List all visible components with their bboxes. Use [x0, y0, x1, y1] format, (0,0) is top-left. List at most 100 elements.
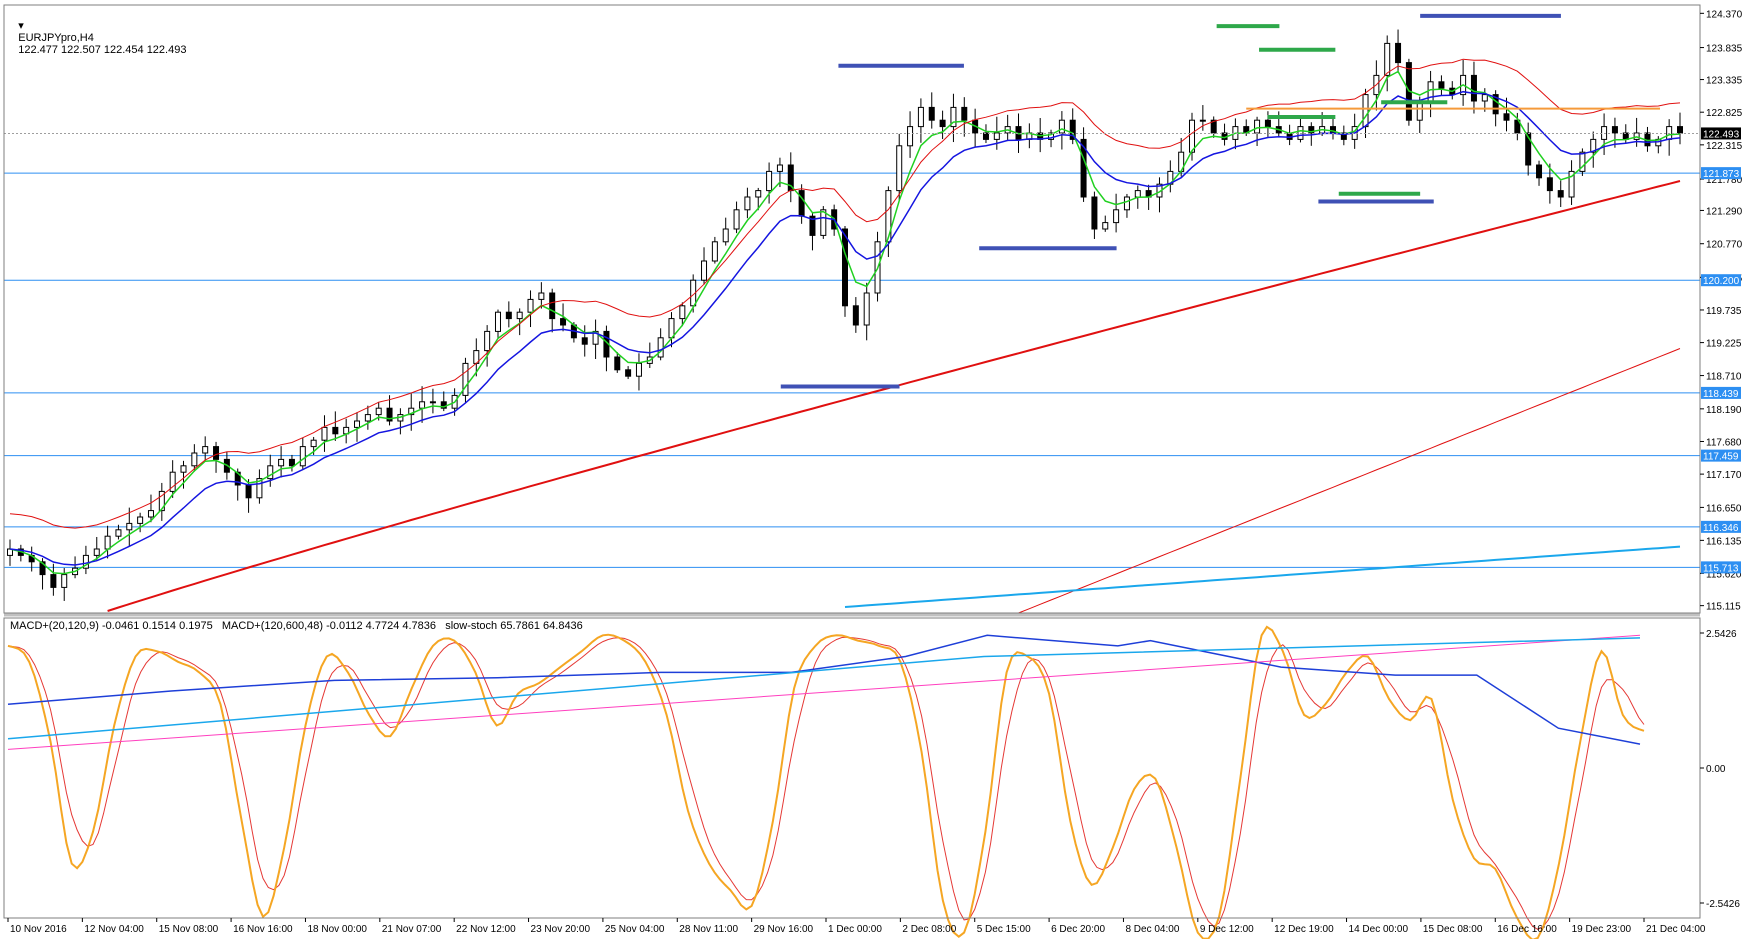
candle-body — [1492, 94, 1499, 115]
candle-body — [169, 471, 176, 492]
price-tick-label: 119.735 — [1706, 306, 1742, 317]
candle-body — [278, 458, 285, 467]
level-label-bg — [1701, 561, 1741, 574]
candle-body — [82, 554, 89, 569]
candle-body — [332, 426, 339, 435]
price-tick-label: 123.835 — [1706, 44, 1743, 55]
candle-body — [50, 574, 57, 588]
level-label: 115.713 — [1703, 563, 1739, 574]
ema-slow-line — [9, 90, 1681, 566]
candle-body — [560, 318, 567, 326]
candle-body — [1384, 42, 1391, 76]
time-tick-label: 16 Nov 16:00 — [233, 924, 293, 935]
candle-body — [722, 228, 729, 243]
price-tick-label: 124.370 — [1706, 9, 1743, 20]
level-label-bg — [1701, 274, 1741, 287]
candle-body — [1481, 94, 1488, 102]
candle-body — [939, 119, 946, 128]
time-tick-label: 14 Dec 00:00 — [1349, 924, 1409, 935]
time-tick-label: 22 Nov 12:00 — [456, 924, 516, 935]
candle-body — [354, 420, 361, 428]
price-tick-label: 122.825 — [1706, 108, 1743, 119]
candle-body — [288, 458, 295, 467]
lower-envelope-line — [1018, 348, 1681, 614]
candle-body — [158, 490, 165, 512]
candle-body — [1536, 164, 1543, 179]
candle-body — [310, 439, 317, 448]
level-label-bg — [1701, 449, 1741, 462]
candle-body — [1199, 119, 1206, 122]
candle-body — [375, 407, 382, 416]
candle-body — [1134, 190, 1141, 198]
candle-body — [896, 145, 903, 192]
candle-body — [364, 414, 371, 422]
level-label: 121.873 — [1703, 169, 1740, 180]
candle-body — [1362, 94, 1369, 128]
stoch-signal-line — [7, 636, 1645, 930]
price-tick-label: 117.680 — [1706, 437, 1742, 448]
candle-body — [1254, 119, 1261, 134]
time-tick-label: 18 Nov 00:00 — [307, 924, 367, 935]
candle-body — [267, 465, 274, 480]
candle-body — [711, 241, 718, 262]
candle-body — [191, 452, 198, 467]
candle-body — [429, 401, 436, 404]
candle-body — [505, 311, 512, 320]
candle-body — [213, 446, 220, 460]
price-tick-label: 123.335 — [1706, 76, 1743, 87]
candle-body — [408, 407, 415, 416]
time-tick-label: 15 Nov 08:00 — [159, 924, 219, 935]
price-tick-label: 116.135 — [1706, 536, 1742, 547]
candle-body — [852, 305, 859, 326]
candle-body — [1438, 81, 1445, 89]
chart-header[interactable]: ▾ EURJPYpro,H4 122.477 122.507 122.454 1… — [6, 7, 186, 68]
price-tick-label: 118.710 — [1706, 372, 1742, 383]
candle-body — [657, 337, 664, 358]
oscillator-legend: MACD+(20,120,9) -0.0461 0.1514 0.1975 MA… — [10, 620, 583, 632]
very-long-ma-line — [844, 545, 1681, 608]
chevron-down-icon[interactable]: ▾ — [18, 20, 24, 32]
price-tick-label: 121.290 — [1706, 206, 1743, 217]
candle-body — [961, 106, 968, 121]
candle-body — [1048, 132, 1055, 140]
time-tick-label: 6 Dec 20:00 — [1051, 924, 1105, 935]
candle-body — [115, 529, 122, 537]
candle-body — [538, 292, 545, 300]
candle-body — [245, 484, 252, 499]
time-tick-label: 25 Nov 04:00 — [605, 924, 665, 935]
candle-body — [440, 401, 447, 409]
candle-body — [993, 132, 1000, 140]
candle-body — [614, 356, 621, 371]
ema-fast-line — [9, 70, 1681, 575]
candle-body — [1503, 113, 1510, 121]
candle-body — [104, 535, 111, 550]
time-tick-label: 23 Nov 20:00 — [531, 924, 591, 935]
current-price-label: 122.493 — [1703, 129, 1740, 140]
candle-body — [592, 330, 599, 345]
level-label: 118.439 — [1703, 389, 1739, 400]
candle-body — [809, 215, 816, 236]
time-tick-label: 28 Nov 11:00 — [679, 924, 738, 935]
ohlc-values: 122.477 122.507 122.454 122.493 — [18, 44, 187, 56]
candle-body — [798, 190, 805, 217]
candle-body — [484, 330, 491, 352]
level-label-bg — [1701, 167, 1741, 180]
macd-slow-signal-line — [7, 634, 1641, 750]
time-tick-label: 9 Dec 12:00 — [1200, 924, 1254, 935]
price-tick-label: 115.620 — [1706, 569, 1742, 580]
time-tick-label: 5 Dec 15:00 — [977, 924, 1031, 935]
time-tick-label: 19 Dec 23:00 — [1572, 924, 1632, 935]
candle-body — [581, 337, 588, 345]
time-tick-label: 2 Dec 08:00 — [902, 924, 956, 935]
osc-tick-label: 0.00 — [1706, 764, 1726, 775]
candle-body — [1546, 177, 1553, 192]
candle-body — [419, 401, 426, 409]
macd-fast-line — [7, 634, 1641, 745]
candle-body — [1058, 119, 1065, 134]
candle-body — [494, 311, 501, 332]
symbol-label: EURJPYpro,H4 — [18, 32, 94, 44]
level-label-bg — [1701, 386, 1741, 399]
price-tick-label: 120.770 — [1706, 240, 1743, 251]
price-tick-label: 115.115 — [1706, 602, 1741, 613]
